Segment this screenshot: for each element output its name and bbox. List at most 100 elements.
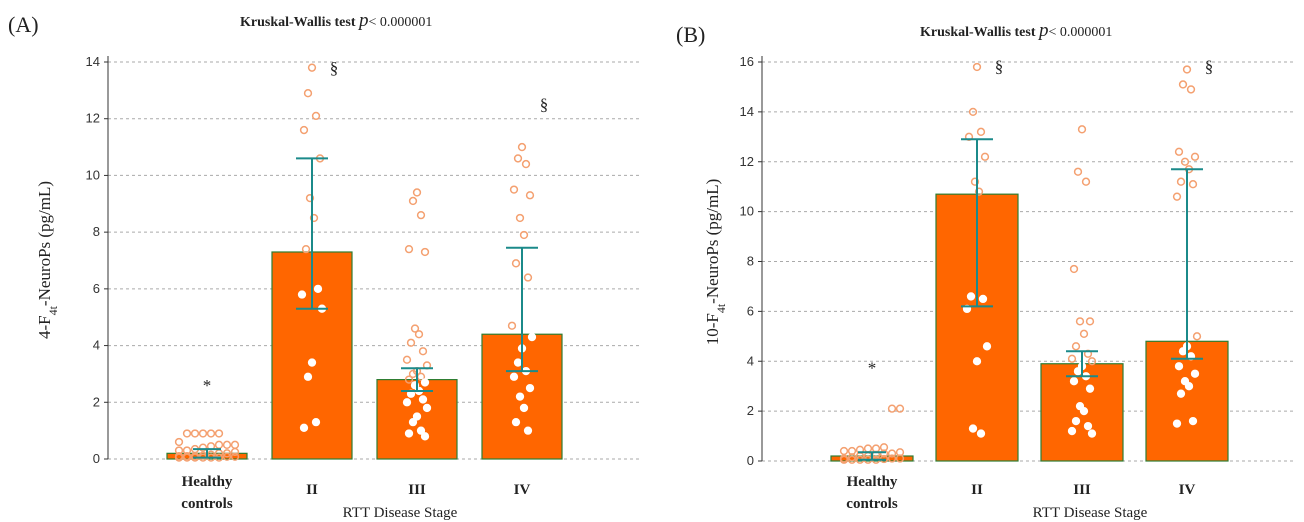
data-point-b-2 (1071, 416, 1081, 426)
title-p-b: p (1039, 20, 1049, 41)
data-point-b-3 (1190, 152, 1200, 161)
data-point-a-0 (198, 443, 208, 452)
annotation-b: * (868, 359, 877, 378)
data-point-b-1 (968, 107, 978, 117)
data-point-a-0 (198, 429, 208, 438)
data-point-b-3 (1192, 332, 1202, 341)
ytick-label-a: 0 (93, 451, 100, 466)
data-point-a-3 (519, 403, 529, 413)
ytick-label-b: 6 (747, 303, 754, 318)
panel-label-b: (B) (676, 22, 706, 47)
data-point-a-0 (230, 452, 240, 461)
x-axis-label-b: RTT Disease Stage (1033, 505, 1148, 521)
data-point-a-3 (511, 259, 521, 268)
data-point-a-2 (410, 324, 420, 333)
data-point-a-3 (515, 213, 525, 223)
data-point-b-0 (895, 448, 905, 457)
ytick-label-a: 4 (93, 338, 100, 353)
data-point-b-1 (972, 62, 982, 72)
category-label-b-1: II (971, 482, 983, 498)
data-point-a-3 (513, 154, 523, 163)
data-point-a-1 (301, 245, 311, 254)
data-point-a-1 (303, 89, 313, 98)
data-point-b-1 (966, 292, 976, 301)
data-point-a-0 (230, 440, 240, 449)
data-point-a-2 (408, 196, 418, 206)
data-point-b-3 (1176, 177, 1186, 186)
data-point-b-3 (1174, 362, 1184, 371)
data-point-b-2 (1079, 329, 1089, 338)
data-point-a-2 (402, 398, 412, 407)
data-point-a-2 (408, 417, 418, 427)
data-point-b-0 (863, 444, 873, 453)
data-point-b-2 (1087, 357, 1097, 366)
category-label-b-2: III (1073, 482, 1091, 498)
data-point-b-3 (1188, 416, 1198, 426)
data-point-b-2 (1067, 426, 1077, 436)
title-prefix-b: Kruskal-Wallis test (920, 25, 1040, 40)
data-point-b-0 (895, 404, 905, 413)
data-point-b-3 (1178, 80, 1188, 89)
chart-title-b: Kruskal-Wallis test p< 0.000001 (920, 20, 1112, 42)
data-point-a-3 (511, 417, 521, 427)
data-point-a-0 (222, 452, 232, 461)
category-label-a-0: controls (181, 496, 233, 512)
data-point-b-3 (1174, 147, 1184, 156)
data-point-a-1 (311, 417, 321, 427)
data-point-b-2 (1081, 177, 1091, 186)
annotation-a: * (203, 376, 212, 395)
annotation-a: § (540, 95, 549, 114)
data-point-b-1 (972, 357, 982, 366)
data-point-a-2 (406, 338, 416, 347)
data-point-a-3 (515, 392, 525, 401)
data-point-b-3 (1188, 180, 1198, 189)
data-point-a-0 (174, 452, 184, 461)
data-point-a-2 (404, 429, 414, 438)
data-point-a-0 (182, 446, 192, 455)
data-point-b-2 (1085, 384, 1095, 393)
data-point-a-0 (222, 440, 232, 449)
data-point-a-1 (299, 423, 309, 432)
data-point-a-2 (418, 395, 428, 404)
title-prefix-a: Kruskal-Wallis test (240, 15, 360, 30)
annotation-b: § (1205, 57, 1214, 76)
data-point-a-1 (313, 284, 323, 294)
data-point-a-2 (404, 375, 414, 384)
data-point-a-1 (305, 193, 315, 203)
ytick-label-b: 12 (740, 154, 754, 169)
data-point-b-2 (1073, 167, 1083, 176)
data-point-a-2 (404, 245, 414, 254)
data-point-b-2 (1077, 125, 1087, 134)
data-point-b-1 (982, 342, 992, 351)
data-point-a-3 (521, 159, 531, 169)
data-point-b-0 (887, 404, 897, 413)
category-label-b-3: IV (1179, 482, 1196, 498)
y-axis-label-b: 10-F4t-NeuroPs (pg/mL) (703, 179, 728, 346)
ytick-label-b: 10 (740, 204, 754, 219)
data-point-b-2 (1067, 354, 1077, 363)
data-point-b-3 (1186, 85, 1196, 94)
data-point-a-2 (420, 432, 430, 441)
data-point-b-3 (1176, 389, 1186, 398)
data-point-b-0 (887, 454, 897, 463)
data-point-a-1 (297, 290, 307, 299)
data-point-a-1 (303, 372, 313, 381)
data-point-a-3 (519, 230, 529, 240)
data-point-b-0 (839, 446, 849, 456)
data-point-b-1 (970, 177, 980, 186)
data-point-a-1 (299, 125, 309, 135)
data-point-a-2 (416, 426, 426, 435)
data-point-a-0 (182, 429, 192, 438)
data-point-b-3 (1178, 347, 1188, 356)
category-label-a-3: IV (514, 482, 531, 498)
ytick-label-b: 16 (740, 54, 754, 69)
data-point-a-0 (190, 429, 200, 438)
ytick-label-a: 12 (86, 111, 100, 126)
category-label-b-0: controls (846, 496, 898, 512)
data-point-b-1 (976, 127, 986, 136)
data-point-a-0 (214, 429, 224, 438)
data-point-b-2 (1069, 377, 1079, 386)
x-axis-label-a: RTT Disease Stage (343, 505, 458, 521)
